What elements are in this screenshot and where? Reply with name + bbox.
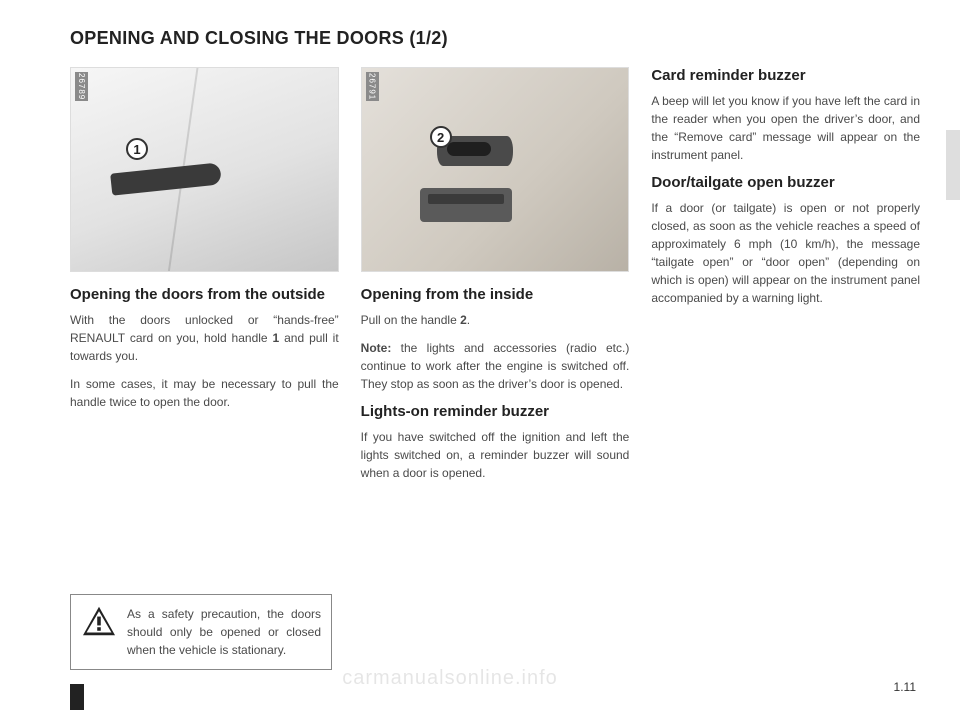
- watermark-text: carmanualsonline.info: [70, 667, 830, 690]
- text: .: [467, 313, 470, 327]
- para-open-outside-1: With the doors unlocked or “hands-free” …: [70, 311, 339, 365]
- page-title: OPENING AND CLOSING THE DOORS (1/2): [70, 28, 920, 49]
- para-open-outside-2: In some cases, it may be necessary to pu…: [70, 375, 339, 411]
- text: Pull on the handle: [361, 313, 460, 327]
- image-ref-1: 26789: [75, 72, 88, 101]
- page-number: 1.11: [894, 680, 916, 694]
- column-3: Card reminder buzzer A beep will let you…: [651, 67, 920, 492]
- figure-exterior-handle: 26789 1: [70, 67, 339, 272]
- para-door-open-buzzer: If a door (or tailgate) is open or not p…: [651, 199, 920, 307]
- column-2: 26791 2 Opening from the inside Pull on …: [361, 67, 630, 492]
- content-columns: 26789 1 Opening the doors from the outsi…: [70, 67, 920, 492]
- section-tab: [946, 130, 960, 200]
- para-lights-buzzer: If you have switched off the ignition an…: [361, 428, 630, 482]
- note-label: Note:: [361, 341, 392, 355]
- column-1: 26789 1 Opening the doors from the outsi…: [70, 67, 339, 492]
- para-open-inside-note: Note: the lights and accessories (radio …: [361, 339, 630, 393]
- footer-mark: [70, 684, 84, 710]
- heading-card-buzzer: Card reminder buzzer: [651, 67, 920, 84]
- heading-door-open-buzzer: Door/tailgate open buzzer: [651, 174, 920, 191]
- heading-open-outside: Opening the doors from the outside: [70, 286, 339, 303]
- window-switch-graphic: [420, 188, 512, 222]
- figure-interior-handle: 26791 2: [361, 67, 630, 272]
- para-open-inside-1: Pull on the handle 2.: [361, 311, 630, 329]
- door-panel-graphic: [362, 68, 629, 271]
- ref-2: 2: [460, 313, 467, 327]
- callout-2: 2: [430, 126, 452, 148]
- safety-warning-box: As a safety precaution, the doors should…: [70, 594, 332, 670]
- image-ref-2: 26791: [366, 72, 379, 101]
- manual-page: OPENING AND CLOSING THE DOORS (1/2) 2678…: [0, 0, 960, 710]
- warning-text: As a safety precaution, the doors should…: [127, 605, 321, 659]
- heading-open-inside: Opening from the inside: [361, 286, 630, 303]
- exterior-handle-graphic: [110, 162, 222, 195]
- warning-triangle-icon: [81, 605, 117, 637]
- para-card-buzzer: A beep will let you know if you have lef…: [651, 92, 920, 164]
- text: the lights and accessories (radio etc.) …: [361, 341, 630, 391]
- heading-lights-buzzer: Lights-on reminder buzzer: [361, 403, 630, 420]
- callout-1: 1: [126, 138, 148, 160]
